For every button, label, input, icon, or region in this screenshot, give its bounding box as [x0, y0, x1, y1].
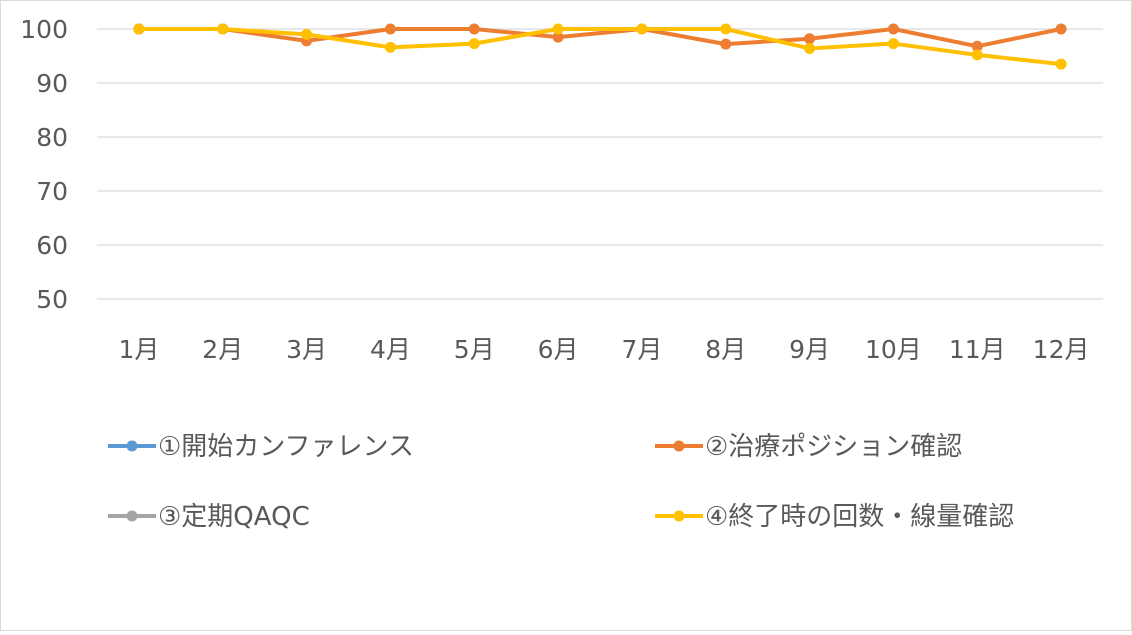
- y-axis-ticks: 100 90 80 70 60 50: [20, 15, 68, 314]
- data-point: [217, 23, 229, 35]
- x-tick-label: 1月: [118, 335, 159, 364]
- y-tick-label: 90: [36, 69, 68, 98]
- x-tick-label: 5月: [454, 335, 495, 364]
- gridlines: [97, 28, 1103, 300]
- data-point: [804, 33, 816, 45]
- legend-label: ③定期QAQC: [158, 502, 310, 532]
- legend-label: ①開始カンファレンス: [158, 432, 414, 462]
- x-tick-label: 2月: [202, 335, 243, 364]
- data-point: [971, 40, 983, 52]
- legend-label: ②治療ポジション確認: [705, 432, 962, 462]
- data-point: [133, 23, 145, 35]
- x-tick-label: 3月: [286, 335, 327, 364]
- legend-item: ①開始カンファレンス: [108, 432, 414, 462]
- series-line: [138, 27, 1062, 49]
- legend: ①開始カンファレンス ②治療ポジション確認 ③定期QAQC ④終了時の回数・線量確認: [108, 432, 1014, 532]
- data-point: [1055, 58, 1067, 70]
- x-tick-label: 6月: [538, 335, 579, 364]
- legend-marker: [673, 510, 685, 522]
- legend-marker: [673, 440, 685, 452]
- data-point: [804, 42, 816, 54]
- data-point: [1055, 23, 1067, 35]
- y-tick-label: 100: [20, 15, 68, 44]
- legend-item: ③定期QAQC: [108, 502, 310, 532]
- data-point: [468, 23, 480, 35]
- data-point: [384, 41, 396, 53]
- x-tick-label: 4月: [370, 335, 411, 364]
- x-tick-label: 9月: [789, 335, 830, 364]
- data-point: [720, 23, 732, 35]
- x-tick-label: 11月: [949, 335, 1006, 364]
- legend-marker: [126, 510, 138, 522]
- x-axis-ticks: 1月 2月 3月 4月 5月 6月 7月 8月 9月 10月 11月 12月: [118, 335, 1089, 364]
- data-point: [720, 38, 732, 50]
- y-tick-label: 60: [36, 231, 68, 260]
- data-point: [552, 23, 564, 35]
- legend-item: ④終了時の回数・線量確認: [655, 502, 1014, 532]
- y-tick-label: 80: [36, 123, 68, 152]
- y-tick-label: 70: [36, 177, 68, 206]
- series-4: [133, 23, 1067, 70]
- data-point: [971, 49, 983, 61]
- data-point: [887, 23, 899, 35]
- series-line: [138, 27, 1062, 67]
- legend-marker: [126, 440, 138, 452]
- x-tick-label: 7月: [621, 335, 662, 364]
- data-point: [468, 38, 480, 50]
- series-group: [133, 23, 1067, 70]
- x-tick-label: 8月: [705, 335, 746, 364]
- data-point: [552, 31, 564, 43]
- legend-label: ④終了時の回数・線量確認: [705, 502, 1014, 532]
- data-point: [887, 38, 899, 50]
- x-tick-label: 12月: [1033, 335, 1090, 364]
- data-point: [384, 23, 396, 35]
- data-point: [636, 23, 648, 35]
- data-point: [301, 28, 313, 40]
- legend-item: ②治療ポジション確認: [655, 432, 962, 462]
- x-tick-label: 10月: [865, 335, 922, 364]
- y-tick-label: 50: [36, 285, 68, 314]
